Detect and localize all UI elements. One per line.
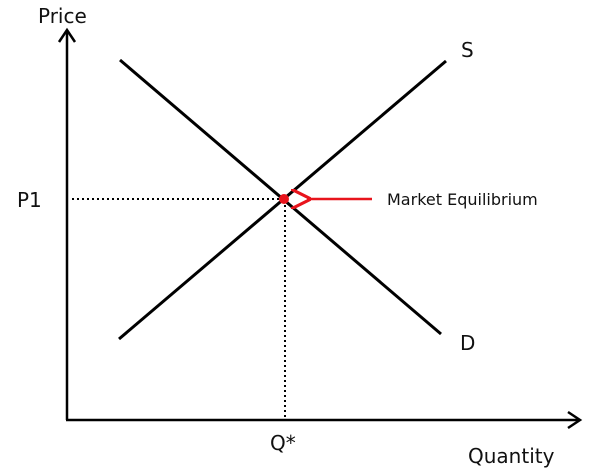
y-axis-label: Price xyxy=(38,4,87,28)
demand-label: D xyxy=(460,331,475,355)
y-axis-arrowhead xyxy=(57,27,77,43)
supply-label: S xyxy=(461,38,474,62)
quantity-label: Q* xyxy=(270,431,296,455)
equilibrium-point xyxy=(279,194,289,204)
x-axis-label: Quantity xyxy=(468,444,555,468)
price-label: P1 xyxy=(17,188,42,212)
equilibrium-annotation: Market Equilibrium xyxy=(387,190,538,209)
x-axis-arrowhead xyxy=(567,410,583,430)
